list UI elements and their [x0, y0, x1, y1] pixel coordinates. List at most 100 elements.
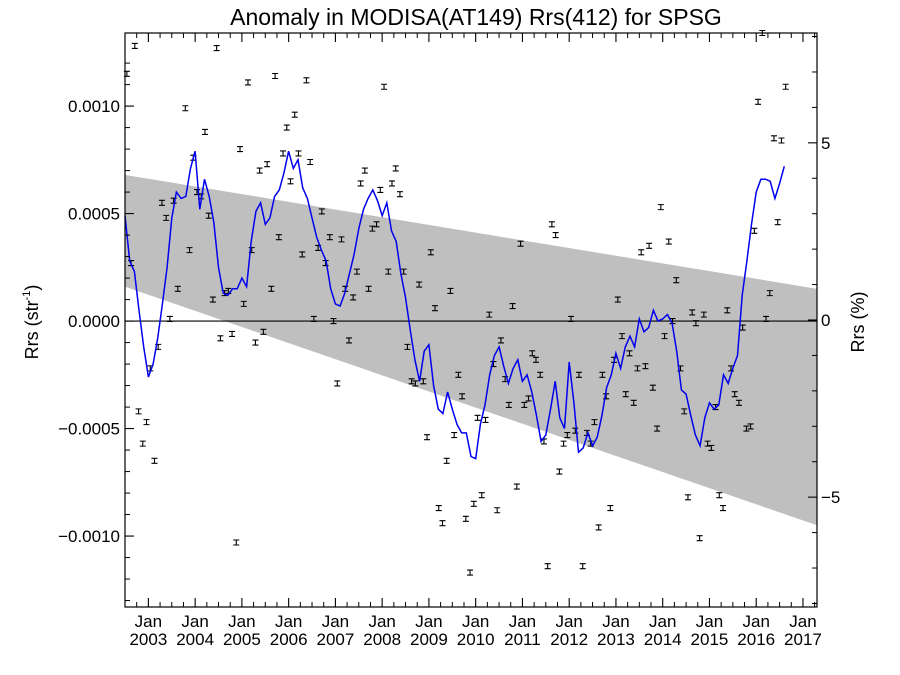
- error-bar: [396, 191, 403, 198]
- error-bar: [579, 563, 586, 570]
- error-bar: [470, 500, 477, 507]
- data-point: [689, 309, 696, 316]
- data-point: [357, 180, 364, 187]
- data-point: [345, 337, 352, 344]
- error-bar: [353, 268, 360, 275]
- error-bar: [751, 227, 758, 234]
- data-point: [439, 520, 446, 527]
- error-bar: [537, 371, 544, 378]
- error-bar: [459, 393, 466, 400]
- data-point: [622, 391, 629, 398]
- data-point: [166, 315, 173, 322]
- data-point: [295, 150, 302, 157]
- error-bar: [256, 167, 263, 174]
- error-bar: [747, 423, 754, 430]
- x-tick-label-month: Jan: [462, 612, 489, 631]
- data-point: [646, 242, 653, 249]
- data-point: [505, 401, 512, 408]
- data-point: [213, 44, 220, 52]
- error-bar: [272, 72, 279, 80]
- error-bar: [295, 150, 302, 157]
- error-bar: [731, 391, 738, 398]
- data-point: [233, 539, 240, 546]
- data-point: [244, 79, 251, 86]
- error-bar: [564, 431, 571, 439]
- error-bar: [392, 165, 399, 172]
- error-bar: [350, 294, 357, 301]
- error-bar: [186, 247, 193, 254]
- error-bar: [345, 337, 352, 344]
- data-point: [661, 333, 668, 340]
- error-bar: [607, 505, 614, 512]
- data-point: [654, 425, 661, 432]
- data-point: [731, 391, 738, 398]
- error-bar: [408, 378, 415, 385]
- error-bar: [782, 83, 789, 90]
- data-point: [544, 563, 551, 570]
- data-point: [638, 249, 645, 256]
- data-point: [240, 300, 247, 307]
- x-tick-label-month: Jan: [555, 612, 582, 631]
- y-tick-label-left: −0.0005: [58, 420, 120, 439]
- data-point: [599, 371, 606, 378]
- x-tick-label-month: Jan: [135, 612, 162, 631]
- error-bar: [291, 111, 298, 118]
- data-point: [708, 444, 715, 451]
- data-point: [365, 285, 372, 292]
- data-point: [657, 204, 664, 211]
- x-tick-label-year: 2004: [176, 630, 214, 649]
- error-bar: [739, 324, 746, 331]
- error-bar: [299, 251, 306, 258]
- error-bar: [326, 234, 333, 241]
- data-point: [739, 324, 746, 331]
- data-point: [630, 399, 637, 406]
- error-bar: [264, 161, 271, 168]
- error-bar: [427, 249, 434, 256]
- error-bar: [665, 238, 672, 245]
- error-bar: [338, 236, 345, 243]
- error-bar: [735, 399, 742, 406]
- error-bar: [451, 431, 458, 439]
- error-bar: [412, 380, 419, 387]
- error-bar: [689, 309, 696, 316]
- data-point: [280, 150, 287, 157]
- error-bar: [619, 333, 626, 340]
- data-point: [634, 365, 641, 372]
- smoothed-line: [124, 151, 786, 460]
- error-bar: [657, 204, 664, 211]
- data-point: [353, 268, 360, 275]
- data-point: [517, 240, 524, 247]
- error-bar: [330, 318, 337, 325]
- error-bar: [318, 208, 325, 215]
- data-point: [338, 236, 345, 243]
- error-bar: [708, 444, 715, 451]
- error-bar: [497, 337, 504, 344]
- data-point: [774, 219, 781, 226]
- error-bar: [763, 315, 770, 322]
- x-tick-label-year: 2009: [410, 630, 448, 649]
- data-point: [435, 505, 442, 512]
- error-bar: [357, 180, 364, 187]
- error-bar: [377, 186, 384, 193]
- y-axis-label-left-end: ): [22, 285, 42, 291]
- error-bar: [443, 457, 450, 464]
- data-point: [264, 161, 271, 168]
- error-bar: [307, 158, 314, 166]
- error-bar: [634, 365, 641, 372]
- error-bar: [416, 281, 423, 288]
- error-bar: [310, 315, 317, 322]
- x-tick-label-year: 2005: [223, 630, 261, 649]
- error-bar: [681, 408, 688, 415]
- x-tick-label-year: 2010: [457, 630, 495, 649]
- error-bar: [552, 232, 559, 239]
- x-tick-label-month: Jan: [696, 612, 723, 631]
- data-point: [716, 492, 723, 499]
- data-point: [217, 335, 224, 342]
- data-point: [451, 431, 458, 439]
- data-point: [595, 524, 602, 531]
- data-point: [649, 384, 656, 391]
- error-bar: [131, 42, 138, 49]
- data-point: [482, 416, 489, 424]
- error-bar: [614, 296, 621, 303]
- trend-band: [125, 174, 817, 526]
